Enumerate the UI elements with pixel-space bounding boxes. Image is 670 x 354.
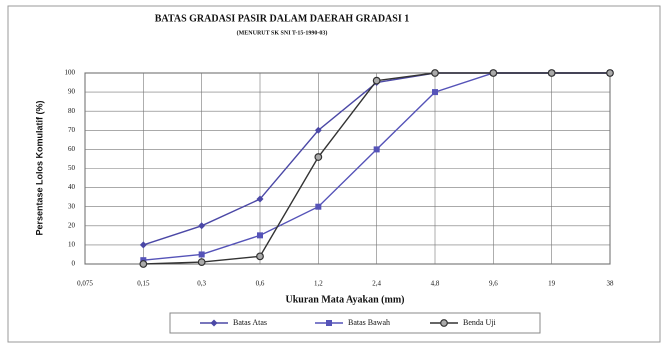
marker	[256, 252, 264, 261]
x-axis-title: Ukuran Mata Ayakan (mm)	[286, 294, 405, 305]
marker	[372, 76, 381, 85]
legend-box	[169, 312, 541, 334]
y-tick-label: 50	[68, 164, 76, 172]
legend-label: Benda Uji	[463, 318, 496, 327]
x-tick-label: 2,4	[372, 280, 381, 288]
x-tick-label: 4,8	[431, 280, 440, 288]
marker	[326, 320, 332, 326]
marker	[432, 89, 438, 96]
chart-title: BATAS GRADASI PASIR DALAM DAERAH GRADASI…	[155, 13, 409, 24]
marker	[606, 69, 614, 77]
legend-label: Batas Bawah	[348, 318, 390, 327]
marker	[257, 232, 263, 239]
y-axis-title: Persentase Lolos Komulatif (%)	[34, 100, 44, 235]
marker	[256, 195, 264, 203]
marker	[198, 251, 205, 258]
y-tick-label: 40	[68, 183, 76, 191]
marker	[314, 153, 323, 161]
y-tick-label: 10	[68, 241, 76, 249]
marker	[139, 260, 148, 268]
marker	[197, 258, 206, 266]
x-tick-label: 0,15	[137, 280, 150, 288]
legend-label: Batas Atas	[233, 318, 267, 327]
x-tick-label: 19	[548, 280, 556, 288]
x-tick-label: 0,3	[197, 280, 206, 288]
x-tick-label: 1,2	[314, 280, 323, 288]
marker	[547, 69, 556, 77]
chart-subtitle: (MENURUT SK SNI T-15-1990-03)	[237, 29, 328, 36]
marker	[315, 203, 322, 210]
y-tick-label: 30	[68, 202, 76, 210]
x-tick-label: 9,6	[489, 280, 498, 288]
marker	[314, 126, 322, 134]
y-tick-label: 0	[72, 260, 76, 268]
marker	[489, 69, 498, 77]
x-tick-label: 0,075	[77, 280, 93, 288]
y-tick-label: 100	[65, 69, 76, 77]
x-tick-label: 0,6	[256, 280, 265, 288]
y-tick-label: 70	[68, 126, 76, 134]
y-tick-label: 60	[68, 145, 76, 153]
marker	[440, 319, 448, 327]
marker	[431, 69, 439, 77]
x-tick-label: 38	[607, 280, 615, 288]
y-tick-label: 90	[68, 88, 76, 96]
marker	[373, 146, 380, 153]
marker	[139, 241, 147, 249]
marker	[198, 222, 206, 230]
y-tick-label: 80	[68, 107, 76, 115]
marker	[210, 319, 218, 327]
y-tick-label: 20	[68, 221, 76, 229]
